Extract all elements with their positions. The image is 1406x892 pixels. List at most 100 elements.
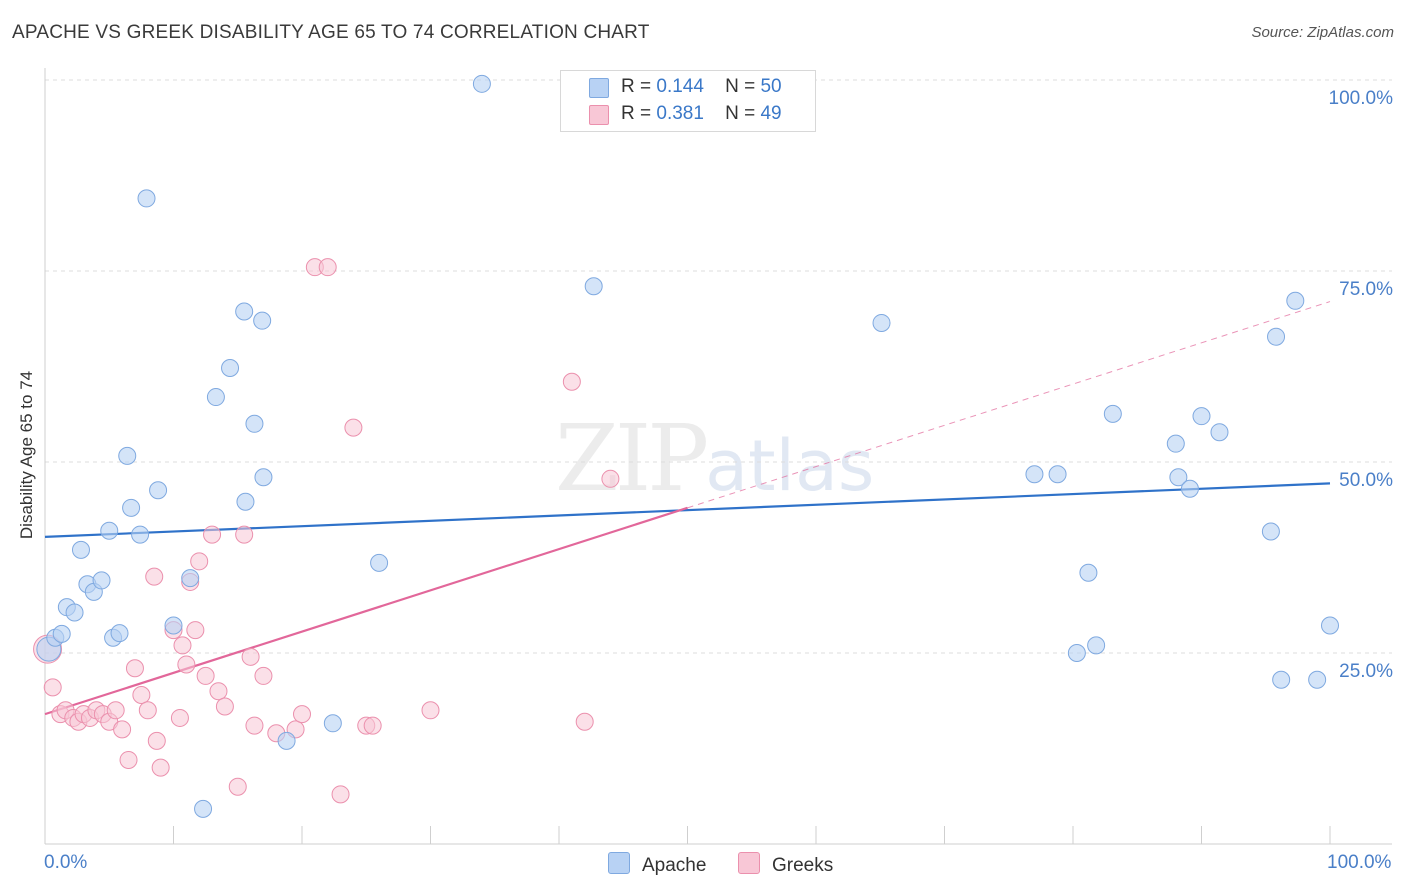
apache-point [100,521,119,540]
apache-point [1087,636,1106,655]
x-tick-label-100: 100.0% [1327,852,1392,873]
greeks-point [215,697,234,716]
apache-legend-label: Apache [642,855,707,876]
chart-title: APACHE VS GREEK DISABILITY AGE 65 TO 74 … [12,22,650,43]
apache-point [92,571,111,590]
apache-point [1103,404,1122,423]
apache-point [1267,327,1286,346]
greeks-point [177,655,196,674]
apache-point [1166,434,1185,453]
greeks-r-label: R = [621,103,652,124]
greeks-point [170,708,189,727]
greeks-point [151,758,170,777]
apache-point [370,553,389,572]
apache-point [137,189,156,208]
axis-layer [44,68,1392,845]
apache-legend-swatch [608,852,630,874]
apache-r-label: R = [621,76,652,97]
grid-layer [45,79,1392,654]
apache-trend-line [44,482,1331,538]
apache-point [71,540,90,559]
apache-point [206,388,225,407]
x-tick-label-0: 0.0% [44,852,88,873]
apache-point [253,311,272,330]
apache-point [245,414,264,433]
greeks-trend-extension [687,301,1331,509]
greeks-point [318,258,337,277]
apache-point [323,714,342,733]
apache-point [181,569,200,588]
apache-point [194,799,213,818]
apache-point [1067,644,1086,662]
apache-point [1180,479,1199,498]
apache-n-value: 50 [760,76,782,97]
apache-point [1210,423,1229,442]
greeks-point [228,777,247,796]
y-tick-label-25: 25.0% [1339,661,1393,682]
greeks-point [119,750,138,769]
greeks-point [562,372,581,391]
apache-point [235,302,254,321]
y-tick-label-50: 50.0% [1339,470,1393,491]
greeks-legend-label: Greeks [772,855,834,876]
apache-point [1321,616,1339,635]
source-label: Source: ZipAtlas.com [1251,24,1394,41]
greeks-legend-swatch [738,852,760,874]
greeks-r-value: 0.381 [656,103,704,124]
greeks-n-value: 49 [760,103,782,124]
apache-point [872,313,891,332]
greeks-point [173,636,192,655]
greeks-point [363,716,382,735]
greeks-point [344,418,363,437]
greeks-point [132,686,151,705]
apache-point [65,603,84,622]
greeks-trend-line [44,506,688,716]
apache-point [1048,465,1067,484]
greeks-swatch [589,105,609,125]
greeks-point [421,701,440,720]
greeks-point [293,705,311,724]
greeks-point [241,647,260,666]
apache-point [164,616,183,635]
apache-point [1169,468,1188,487]
greeks-point [147,731,166,750]
greeks-n-label: N = [725,103,756,124]
apache-point [110,624,129,643]
bottom-legend-apache[interactable]: Apache [608,852,706,877]
stats-legend: R = 0.144 N = 50 R = 0.381 N = 49 [560,70,816,132]
trend-layer [44,301,1331,716]
greeks-point [196,666,215,685]
bottom-legend-greeks[interactable]: Greeks [738,852,833,877]
y-tick-label-100: 100.0% [1328,88,1393,109]
apache-point [1272,670,1291,689]
apache-point [254,468,273,487]
y-tick-label-75: 75.0% [1339,279,1393,300]
watermark: ZIPatlas [555,405,874,512]
apache-point [221,359,240,378]
greeks-point [106,701,125,720]
greeks-point [125,659,144,678]
apache-point [131,525,150,544]
greeks-point [245,716,264,735]
apache-point [1025,465,1044,484]
apache-point [1286,291,1305,310]
apache-point [1308,670,1327,689]
greeks-point [331,785,350,804]
apache-point [1192,407,1211,426]
greeks-point [145,567,164,586]
apache-point [236,492,255,511]
greeks-point [43,678,62,697]
apache-point [584,277,603,296]
points-layer [33,74,1339,818]
apache-point [122,498,141,517]
apache-point [472,74,491,93]
greeks-point [601,469,620,488]
greeks-point [186,621,205,640]
greeks-point [209,682,228,701]
watermark-zip: ZIP [555,405,709,512]
apache-point [1079,563,1098,582]
greeks-point [138,701,157,720]
apache-r-value: 0.144 [656,76,704,97]
apache-point [149,481,168,500]
